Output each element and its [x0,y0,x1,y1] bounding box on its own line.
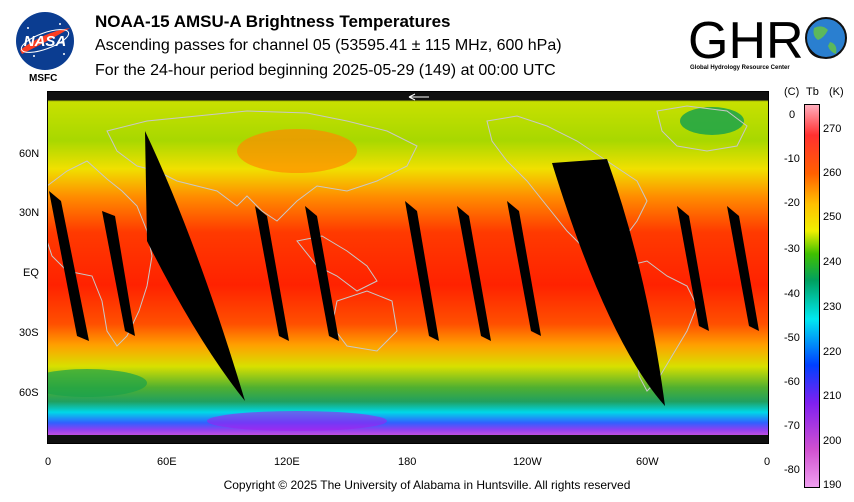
nasa-logo: NASA [16,12,74,70]
swath-gap [405,201,439,341]
warm-anomaly [237,129,357,173]
lat-label: 60N [19,148,40,160]
kelvin-tick: 230 [823,301,842,313]
product-period: For the 24-hour period beginning 2025-05… [95,62,556,79]
nasa-center-label: MSFC [29,73,58,84]
lon-label: 60W [636,456,659,468]
celsius-tick: -30 [784,243,800,255]
lon-label: 180 [398,456,417,468]
lon-label: 60E [157,456,177,468]
product-subtitle: Ascending passes for channel 05 (53595.4… [95,37,562,54]
kelvin-tick: 190 [823,479,842,491]
swath-gap [552,159,665,406]
lon-label: 120W [513,456,542,468]
lon-label: 0 [45,456,52,468]
swath-gap [507,201,541,336]
swath-gaps [49,131,759,406]
celsius-tick: -20 [784,197,800,209]
colorbar-unit-celsius: (C) [784,86,800,98]
swath-gap [49,191,89,341]
brightness-temperature-map [47,91,769,444]
kelvin-tick: 200 [823,435,842,447]
kelvin-tick: 250 [823,211,842,223]
celsius-tick: -50 [784,332,800,344]
celsius-tick: -40 [784,288,800,300]
lat-label: 30N [19,207,40,219]
colorbar-variable: Tb [806,86,819,98]
colorbar-unit-kelvin: (K) [829,86,844,98]
lon-label: 0 [764,456,771,468]
swath-gap [305,206,339,341]
swath-gap [255,206,289,341]
celsius-tick: 0 [789,109,796,121]
cold-anomaly [680,107,744,135]
copyright-notice: Copyright © 2025 The University of Alaba… [223,478,631,492]
swath-gap [457,206,491,341]
cold-anomaly [47,369,147,397]
nasa-wordmark: NASA [24,33,67,50]
map-frame [47,91,769,444]
swath-gap [727,206,759,331]
kelvin-tick: 210 [823,390,842,402]
swath-gap [677,206,709,331]
colorbar [804,104,820,488]
lon-label: 120E [274,456,300,468]
celsius-tick: -70 [784,420,800,432]
dateline-arrow [408,93,429,101]
kelvin-tick: 240 [823,256,842,268]
lat-label: EQ [23,267,39,279]
kelvin-tick: 260 [823,167,842,179]
swath-gap [145,131,245,401]
kelvin-tick: 270 [823,123,842,135]
lat-label: 60S [19,387,39,399]
lat-label: 30S [19,327,39,339]
celsius-tick: -60 [784,376,800,388]
cold-anomaly [207,411,387,431]
ghrc-name: Global Hydrology Resource Center [690,65,790,71]
celsius-tick: -10 [784,153,800,165]
product-title: NOAA-15 AMSU-A Brightness Temperatures [95,12,451,31]
swath-gap [102,211,135,336]
celsius-tick: -80 [784,464,800,476]
ghrc-logo: GHRC [688,12,847,68]
kelvin-tick: 220 [823,346,842,358]
colorbar-scale [804,104,820,488]
